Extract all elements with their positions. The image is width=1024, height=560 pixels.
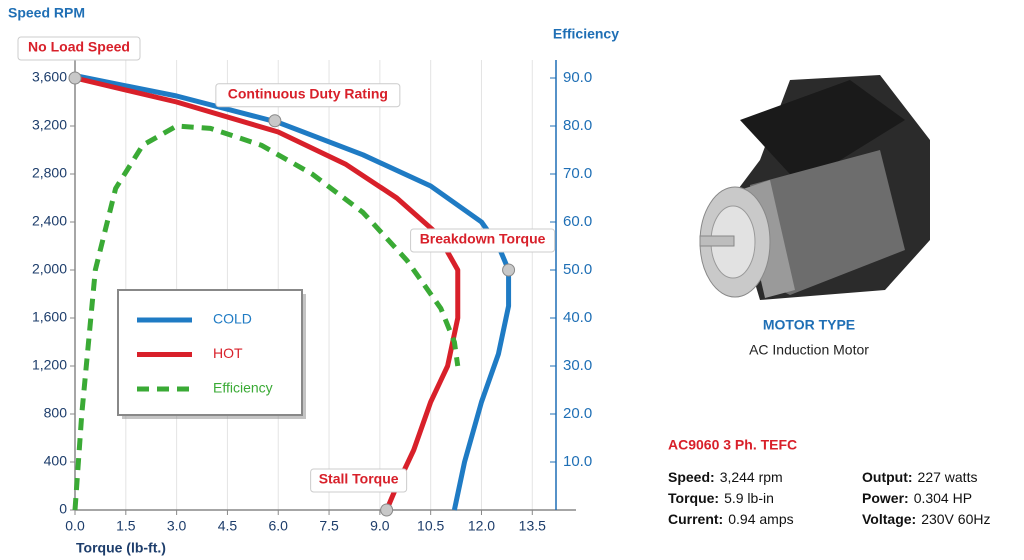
y-tick-label: 1,200: [32, 357, 67, 373]
x-tick-label: 10.5: [417, 518, 444, 534]
y-tick-label: 2,800: [32, 165, 67, 181]
model: AC9060 3 Ph. TEFC: [668, 437, 797, 453]
spec: Current: 0.94 amps: [668, 511, 794, 527]
spec-label: Voltage:: [862, 511, 916, 527]
annotation-box: [17, 36, 141, 61]
spec-value: 227 watts: [918, 469, 978, 485]
y-tick-label: 400: [44, 453, 68, 469]
spec-label: Speed:: [668, 469, 715, 485]
spec: Voltage: 230V 60Hz: [862, 511, 990, 527]
annotation-point: [380, 503, 394, 517]
x-tick-label: 7.5: [319, 518, 339, 534]
annotation-label: No Load Speed: [28, 39, 130, 55]
series-line: [74, 75, 461, 511]
y-tick-label: 2,000: [32, 261, 67, 277]
x-tick-label: 13.5: [519, 518, 546, 534]
y-tick-label: 1,600: [32, 309, 67, 325]
plot: 0.0 1.5 3.0 4.5 6.0 7.5 9.0 10.5 12.0 13.5 0 400 800…: [17, 36, 592, 534]
spec-value: 5.9 lb-in: [724, 490, 774, 506]
spec-label: Output:: [862, 469, 913, 485]
y2-tick-label: 70.0: [563, 165, 592, 182]
x-tick-label: 12.0: [468, 518, 495, 534]
x-tick-label: 4.5: [218, 518, 238, 534]
y2-tick-label: 30.0: [563, 357, 592, 374]
spec-value: 0.304 HP: [914, 490, 972, 506]
y2-tick-label: 20.0: [563, 405, 592, 422]
annotation-box: [215, 83, 401, 108]
spec: Output: 227 watts: [862, 469, 977, 485]
spec-value: 0.94 amps: [728, 511, 793, 527]
annotation-label: Stall Torque: [319, 471, 399, 487]
y-tick-label: 3,600: [32, 69, 67, 85]
y-tick-label: 2,400: [32, 213, 67, 229]
y2-tick-label: 10.0: [563, 453, 592, 470]
spec-label: Power:: [862, 490, 909, 506]
motor-type-heading: MOTOR TYPE: [763, 317, 855, 333]
motor-type: AC Induction Motor: [749, 342, 869, 358]
spec-label: Torque:: [668, 490, 719, 506]
annotation-box: [310, 468, 408, 493]
x-tick-label: 9.0: [370, 518, 390, 534]
y2-tick-label: 80.0: [563, 117, 592, 134]
x-tick-label: 3.0: [167, 518, 187, 534]
legend-label: HOT: [213, 345, 243, 361]
y-tick-label: 0: [59, 501, 67, 517]
spec-label: Current:: [668, 511, 723, 527]
motor-image: [699, 75, 930, 300]
annotation-point: [502, 263, 516, 277]
spec-value: 3,244 rpm: [720, 469, 783, 485]
spec: Torque: 5.9 lb-in: [668, 490, 774, 506]
x-tick-label: 0.0: [65, 518, 85, 534]
specs: Speed: 3,244 rpm Output: 227 watts Torque: 5.…: [668, 469, 990, 527]
annotation-point: [68, 71, 82, 85]
x-axis-label: Torque (lb-ft.): [76, 540, 166, 556]
y2-tick-label: 90.0: [563, 69, 592, 86]
y2-tick-label: 60.0: [563, 213, 592, 230]
annotation-box: [410, 228, 556, 253]
y-tick-label: 3,200: [32, 117, 67, 133]
y-tick-label: 800: [44, 405, 68, 421]
legend-items: COLD HOT Efficiency: [137, 311, 273, 396]
y2-tick-label: 40.0: [563, 309, 592, 326]
annotation-label: Breakdown Torque: [420, 231, 546, 247]
y2-axis-label: Efficiency: [553, 26, 619, 42]
x-tick-label: 6.0: [269, 518, 289, 534]
spec-value: 230V 60Hz: [921, 511, 990, 527]
spec: Power: 0.304 HP: [862, 490, 972, 506]
y2-tick-label: 50.0: [563, 261, 592, 278]
spec: Speed: 3,244 rpm: [668, 469, 783, 485]
legend-label: COLD: [213, 311, 252, 327]
annotation-point: [268, 114, 282, 128]
x-tick-label: 1.5: [116, 518, 136, 534]
annotation-label: Continuous Duty Rating: [228, 85, 388, 101]
y-axis-label: Speed RPM: [8, 5, 85, 21]
legend-label: Efficiency: [213, 380, 273, 396]
